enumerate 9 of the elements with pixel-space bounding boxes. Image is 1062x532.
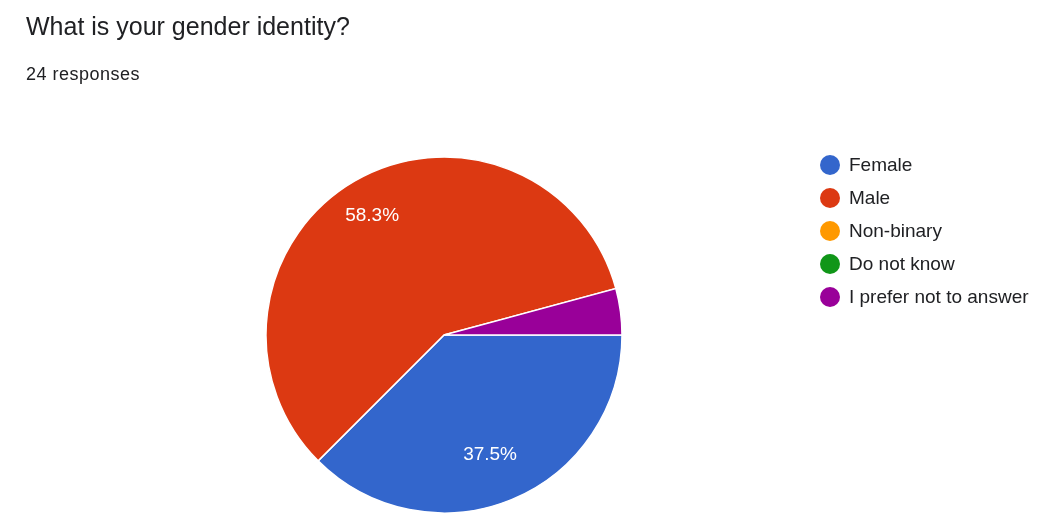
legend-label: Male (849, 186, 891, 209)
chart-title: What is your gender identity? (26, 12, 350, 41)
text: 24 responses (26, 64, 141, 85)
legend-label: Non-binary (849, 219, 942, 242)
data-label: 37.5% (463, 442, 518, 464)
data-label: 58.3% (345, 203, 400, 225)
legend-label: Do not know (849, 252, 955, 275)
legend-label: Female (849, 153, 913, 176)
legend-label: I prefer not to answer (849, 285, 1029, 308)
